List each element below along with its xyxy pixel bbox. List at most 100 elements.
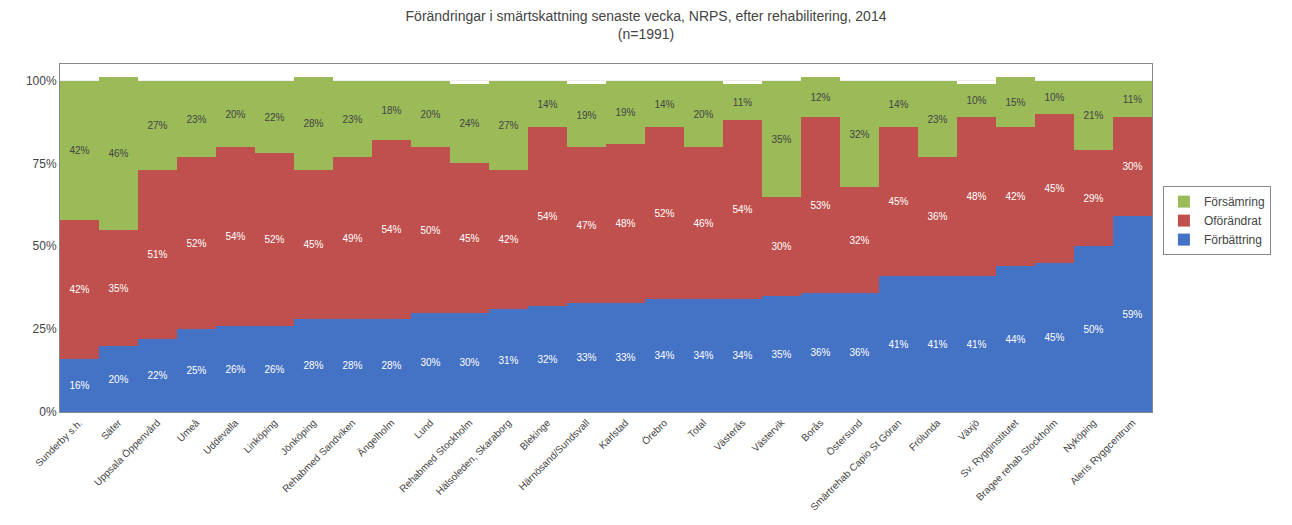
svg-text:12%: 12% — [810, 92, 830, 103]
svg-text:Sv. Rygginstitutet: Sv. Rygginstitutet — [958, 417, 1020, 479]
svg-text:21%: 21% — [1083, 110, 1103, 121]
svg-text:14%: 14% — [654, 99, 674, 110]
svg-text:42%: 42% — [498, 234, 518, 245]
svg-text:46%: 46% — [108, 148, 128, 159]
svg-text:42%: 42% — [1005, 191, 1025, 202]
svg-text:Hälsoleden, Skaraborg: Hälsoleden, Skaraborg — [434, 417, 514, 497]
svg-text:46%: 46% — [693, 218, 713, 229]
svg-text:Västervik: Västervik — [750, 416, 788, 454]
svg-text:Lund: Lund — [412, 417, 436, 441]
svg-text:33%: 33% — [576, 352, 596, 363]
svg-text:45%: 45% — [303, 239, 323, 250]
svg-text:54%: 54% — [225, 231, 245, 242]
svg-text:54%: 54% — [537, 211, 557, 222]
svg-text:Jönköping: Jönköping — [278, 417, 318, 457]
svg-text:23%: 23% — [927, 114, 947, 125]
svg-text:42%: 42% — [69, 145, 89, 156]
svg-text:30%: 30% — [1122, 161, 1142, 172]
svg-text:Västerås: Västerås — [712, 417, 748, 453]
svg-text:30%: 30% — [771, 241, 791, 252]
svg-text:42%: 42% — [69, 284, 89, 295]
svg-text:10%: 10% — [966, 95, 986, 106]
svg-text:48%: 48% — [615, 218, 635, 229]
svg-text:25%: 25% — [186, 365, 206, 376]
svg-text:50%: 50% — [33, 239, 57, 253]
svg-text:19%: 19% — [576, 110, 596, 121]
svg-text:Uddevalla: Uddevalla — [201, 417, 241, 457]
svg-text:100%: 100% — [26, 74, 57, 88]
svg-text:16%: 16% — [69, 380, 89, 391]
svg-text:54%: 54% — [732, 204, 752, 215]
svg-text:23%: 23% — [186, 114, 206, 125]
svg-text:Härnösand/Sundsvall: Härnösand/Sundsvall — [516, 417, 591, 492]
svg-text:35%: 35% — [771, 349, 791, 360]
svg-text:Karlstad: Karlstad — [597, 417, 631, 451]
svg-text:28%: 28% — [381, 360, 401, 371]
svg-text:20%: 20% — [108, 374, 128, 385]
svg-text:Smärtrehab Capio St Göran: Smärtrehab Capio St Göran — [808, 417, 903, 512]
svg-text:41%: 41% — [888, 339, 908, 350]
svg-text:27%: 27% — [147, 120, 167, 131]
svg-text:50%: 50% — [1083, 324, 1103, 335]
svg-text:Blekinge: Blekinge — [518, 417, 553, 452]
svg-text:0%: 0% — [39, 405, 57, 419]
svg-text:47%: 47% — [576, 220, 596, 231]
svg-text:32%: 32% — [849, 235, 869, 246]
svg-text:35%: 35% — [771, 134, 791, 145]
svg-text:22%: 22% — [147, 370, 167, 381]
svg-text:45%: 45% — [459, 233, 479, 244]
svg-text:34%: 34% — [654, 350, 674, 361]
svg-text:41%: 41% — [927, 339, 947, 350]
svg-text:33%: 33% — [615, 352, 635, 363]
svg-text:29%: 29% — [1083, 193, 1103, 204]
svg-text:31%: 31% — [498, 355, 518, 366]
svg-text:45%: 45% — [1044, 183, 1064, 194]
svg-text:28%: 28% — [342, 360, 362, 371]
svg-text:Rehabmed Sandviken: Rehabmed Sandviken — [280, 417, 357, 494]
svg-text:52%: 52% — [654, 208, 674, 219]
svg-text:11%: 11% — [1123, 94, 1142, 105]
svg-text:11%: 11% — [733, 97, 752, 108]
svg-text:Aleris Ryggcentrum: Aleris Ryggcentrum — [1068, 417, 1137, 486]
svg-text:Östersund: Östersund — [824, 417, 864, 457]
svg-text:Umeå: Umeå — [175, 417, 202, 444]
svg-text:52%: 52% — [264, 234, 284, 245]
svg-text:Borås: Borås — [799, 417, 825, 443]
svg-text:Rehabmed Stockholm: Rehabmed Stockholm — [397, 417, 474, 494]
svg-text:23%: 23% — [342, 114, 362, 125]
svg-text:14%: 14% — [537, 99, 557, 110]
svg-text:Bragee rehab Stockholm: Bragee rehab Stockholm — [974, 417, 1060, 503]
svg-text:34%: 34% — [693, 350, 713, 361]
svg-text:36%: 36% — [810, 347, 830, 358]
svg-text:41%: 41% — [966, 339, 986, 350]
svg-text:15%: 15% — [1005, 97, 1025, 108]
svg-text:34%: 34% — [732, 350, 752, 361]
svg-text:Försämring: Försämring — [1204, 195, 1265, 209]
svg-text:14%: 14% — [888, 99, 908, 110]
svg-text:30%: 30% — [420, 357, 440, 368]
svg-text:51%: 51% — [147, 249, 167, 260]
svg-text:Ängelholm: Ängelholm — [355, 417, 396, 458]
svg-text:Förändringar i smärtskattning: Förändringar i smärtskattning senaste ve… — [406, 8, 887, 42]
svg-text:32%: 32% — [537, 354, 557, 365]
svg-text:52%: 52% — [186, 238, 206, 249]
svg-text:20%: 20% — [693, 109, 713, 120]
svg-text:28%: 28% — [303, 118, 323, 129]
svg-text:Uppsala Öppenvård: Uppsala Öppenvård — [92, 417, 163, 488]
svg-text:27%: 27% — [498, 120, 518, 131]
svg-text:19%: 19% — [615, 107, 635, 118]
svg-text:18%: 18% — [381, 105, 401, 116]
svg-text:59%: 59% — [1122, 309, 1142, 320]
svg-text:Linköping: Linköping — [241, 417, 279, 455]
svg-text:24%: 24% — [459, 118, 479, 129]
svg-text:36%: 36% — [849, 347, 869, 358]
svg-text:53%: 53% — [810, 200, 830, 211]
svg-text:Växjö: Växjö — [956, 417, 982, 443]
svg-text:32%: 32% — [849, 129, 869, 140]
svg-text:54%: 54% — [381, 224, 401, 235]
svg-text:45%: 45% — [888, 196, 908, 207]
svg-text:75%: 75% — [33, 157, 57, 171]
svg-text:35%: 35% — [108, 283, 128, 294]
svg-text:Säter: Säter — [99, 417, 124, 442]
svg-text:44%: 44% — [1005, 334, 1025, 345]
